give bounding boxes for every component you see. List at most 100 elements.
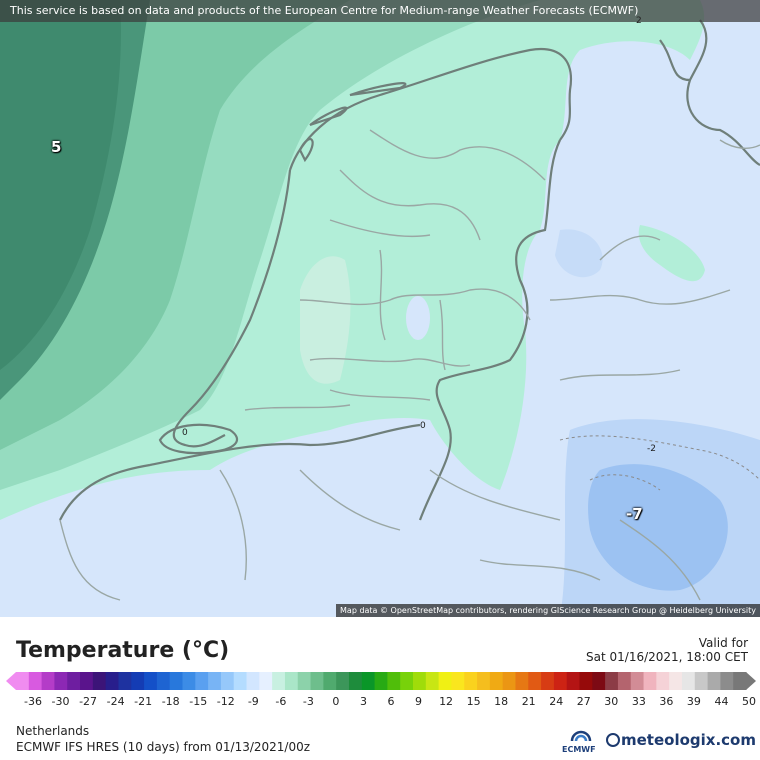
color-scale-tick: 3	[359, 695, 367, 708]
color-scale-cell	[477, 672, 491, 690]
valid-time: Sat 01/16/2021, 18:00 CET	[586, 650, 748, 664]
color-scale-cell	[694, 672, 709, 690]
color-scale-cell	[297, 672, 312, 690]
color-scale-tick: -30	[51, 695, 70, 708]
color-scale-cell	[464, 672, 478, 690]
color-scale-tick: 15	[466, 695, 481, 708]
color-scale-cell	[515, 672, 529, 690]
color-scale-cell	[16, 672, 30, 690]
color-scale-tick: -27	[79, 695, 98, 708]
map-attribution: Map data © OpenStreetMap contributors, r…	[336, 604, 760, 617]
isolines	[559, 435, 760, 491]
color-scale-cell	[553, 672, 568, 690]
color-scale-cell	[425, 672, 440, 690]
color-scale-cell	[272, 672, 286, 690]
color-scale-cell	[502, 672, 516, 690]
inland-zone	[300, 256, 351, 384]
color-scale-cell	[400, 672, 414, 690]
color-scale-tick: 33	[631, 695, 646, 708]
isoline-label: -2	[647, 444, 656, 454]
color-scale-cell	[643, 672, 657, 690]
color-scale-tick: -3	[302, 695, 314, 708]
color-scale-cell	[541, 672, 555, 690]
color-scale-cell	[144, 672, 158, 690]
color-scale-tick: 39	[686, 695, 701, 708]
color-scale-cell	[284, 672, 299, 690]
color-scale-ticks: -36 -30 -27 -24 -21 -18 -15 -12 -9 -6 -3 0 3 6 9 12 15 18…	[0, 695, 760, 709]
color-scale-cell	[605, 672, 619, 690]
color-scale-cell	[528, 672, 542, 690]
color-scale-tick: 6	[387, 695, 395, 708]
color-scale-tick: 0	[332, 695, 340, 708]
cold-patch	[555, 229, 603, 278]
scale-right-arrow	[746, 672, 756, 690]
color-scale-cell	[246, 672, 260, 690]
color-scale-tick: -9	[247, 695, 259, 708]
ecmwf-logo-text: ECMWF	[562, 745, 596, 754]
color-scale-cell	[92, 672, 107, 690]
legend-title: Temperature (°C)	[16, 638, 230, 663]
meteologix-logo[interactable]: meteologix.com	[606, 731, 756, 749]
color-scale-cell	[208, 672, 222, 690]
color-scale-cell	[361, 672, 376, 690]
valid-label: Valid for	[698, 636, 748, 650]
color-scale-cell	[413, 672, 427, 690]
ecmwf-disclaimer: This service is based on data and produc…	[0, 0, 760, 22]
color-scale-tick: -12	[216, 695, 235, 708]
color-scale-cell	[80, 672, 94, 690]
color-scale-tick: 12	[439, 695, 454, 708]
map-canvas	[0, 0, 760, 617]
color-scale-cell	[630, 672, 645, 690]
color-scale-tick: 50	[742, 695, 756, 708]
color-scale-cell	[656, 672, 670, 690]
isoline-label: 0	[182, 428, 188, 438]
color-scale-cell	[733, 672, 747, 690]
value-label: -7	[626, 505, 643, 523]
color-scale-tick: 44	[714, 695, 729, 708]
color-scale-cell	[336, 672, 350, 690]
color-scale-cell	[374, 672, 388, 690]
color-scale-cell	[195, 672, 209, 690]
color-scale-tick: 24	[549, 695, 564, 708]
color-scale-cell	[28, 672, 43, 690]
region-name: Netherlands	[16, 724, 90, 738]
color-scale-cell	[220, 672, 235, 690]
color-scale-cell	[566, 672, 581, 690]
color-scale-cell	[592, 672, 606, 690]
warmest-zone	[0, 0, 121, 370]
color-scale-cell	[54, 672, 68, 690]
color-scale-tick: -21	[134, 695, 153, 708]
isoline-label: 2	[636, 16, 642, 26]
color-scale-tick: -36	[24, 695, 42, 708]
color-scale-tick: 18	[494, 695, 509, 708]
color-scale-tick: -24	[106, 695, 125, 708]
color-scale-tick: -18	[161, 695, 180, 708]
temperature-map[interactable]: This service is based on data and produc…	[0, 0, 760, 617]
scale-left-arrow	[6, 672, 16, 690]
color-scale-tick: -15	[189, 695, 208, 708]
color-scale-cell	[67, 672, 81, 690]
color-scale-cell	[451, 672, 465, 690]
color-scale-cell	[182, 672, 196, 690]
color-scale-cell	[348, 672, 363, 690]
meteologix-icon	[606, 733, 620, 747]
color-scale-cell	[41, 672, 55, 690]
color-scale-cell	[707, 672, 721, 690]
color-scale-cell	[681, 672, 696, 690]
ecmwf-logo-icon	[570, 730, 592, 742]
color-scale-cell	[169, 672, 183, 690]
coldest-zone	[588, 464, 728, 591]
color-scale-cell	[105, 672, 119, 690]
color-scale-tick: 36	[659, 695, 674, 708]
color-scale-tick: 9	[415, 695, 423, 708]
meteologix-text: meteologix.com	[621, 731, 756, 749]
color-scale-cell	[156, 672, 171, 690]
lake	[406, 296, 430, 340]
color-scale-cell	[118, 672, 132, 690]
color-scale-cell	[323, 672, 337, 690]
color-scale	[6, 672, 756, 690]
color-scale-cell	[617, 672, 632, 690]
color-scale-cell	[233, 672, 248, 690]
color-scale-tick: 21	[521, 695, 536, 708]
color-scale-cell	[131, 672, 145, 690]
